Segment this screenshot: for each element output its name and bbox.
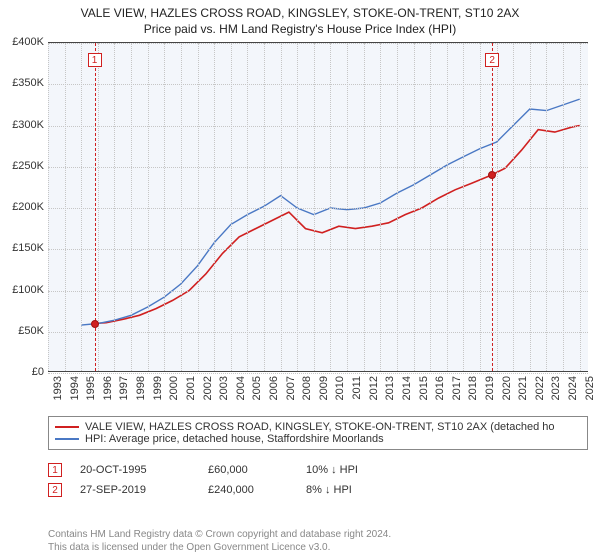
event-badge: 1 [88,53,102,67]
x-axis-label: 2001 [185,376,197,400]
sales-table: 1 20-OCT-1995 £60,000 10% ↓ HPI 2 27-SEP… [48,460,588,500]
x-axis-label: 2015 [418,376,430,400]
titles: VALE VIEW, HAZLES CROSS ROAD, KINGSLEY, … [0,0,600,36]
x-axis-label: 1995 [85,376,97,400]
x-axis-label: 2016 [434,376,446,400]
x-axis-label: 2012 [368,376,380,400]
x-axis-label: 2003 [218,376,230,400]
y-axis-label: £150K [12,242,44,254]
sale-date: 27-SEP-2019 [80,484,190,496]
x-axis-label: 2009 [318,376,330,400]
legend: VALE VIEW, HAZLES CROSS ROAD, KINGSLEY, … [48,416,588,450]
footer-line: This data is licensed under the Open Gov… [48,541,391,554]
footer: Contains HM Land Registry data © Crown c… [48,528,391,554]
y-axis-label: £250K [12,160,44,172]
y-axis-label: £0 [32,366,44,378]
x-axis-label: 2005 [251,376,263,400]
title-subtitle: Price paid vs. HM Land Registry's House … [0,22,600,36]
x-axis-label: 2018 [467,376,479,400]
sale-delta: 10% ↓ HPI [306,464,426,476]
title-address: VALE VIEW, HAZLES CROSS ROAD, KINGSLEY, … [0,6,600,20]
sale-badge: 1 [48,463,62,477]
sale-badge: 2 [48,483,62,497]
x-axis-label: 2020 [501,376,513,400]
event-marker [91,320,99,328]
event-marker [488,171,496,179]
x-axis-label: 2019 [484,376,496,400]
x-axis-label: 2011 [351,376,363,400]
y-axis-label: £350K [12,77,44,89]
y-axis-label: £300K [12,119,44,131]
x-axis-label: 1998 [135,376,147,400]
x-axis-label: 2006 [268,376,280,400]
table-row: 2 27-SEP-2019 £240,000 8% ↓ HPI [48,480,588,500]
y-axis-label: £100K [12,284,44,296]
x-axis-label: 2000 [168,376,180,400]
x-axis-label: 1996 [102,376,114,400]
event-line [492,43,493,371]
x-axis-label: 2004 [235,376,247,400]
x-axis-label: 2017 [451,376,463,400]
legend-swatch [55,426,79,428]
x-axis-label: 2007 [285,376,297,400]
x-axis-label: 2023 [550,376,562,400]
x-axis-label: 2013 [384,376,396,400]
chart-area: 12 £0£50K£100K£150K£200K£250K£300K£350K£… [48,42,588,392]
y-axis-label: £50K [18,325,44,337]
sale-delta: 8% ↓ HPI [306,484,426,496]
x-axis-label: 2024 [567,376,579,400]
legend-item: VALE VIEW, HAZLES CROSS ROAD, KINGSLEY, … [55,421,581,433]
legend-label: VALE VIEW, HAZLES CROSS ROAD, KINGSLEY, … [85,421,555,433]
x-axis-label: 1997 [118,376,130,400]
legend-item: HPI: Average price, detached house, Staf… [55,433,581,445]
plot-area: 12 [48,42,588,372]
legend-label: HPI: Average price, detached house, Staf… [85,433,384,445]
footer-line: Contains HM Land Registry data © Crown c… [48,528,391,541]
x-axis-label: 1999 [152,376,164,400]
sale-date: 20-OCT-1995 [80,464,190,476]
x-axis-label: 2002 [202,376,214,400]
table-row: 1 20-OCT-1995 £60,000 10% ↓ HPI [48,460,588,480]
y-axis-label: £200K [12,201,44,213]
legend-swatch [55,438,79,440]
x-axis-label: 2008 [301,376,313,400]
x-axis-label: 2021 [517,376,529,400]
x-axis-label: 2010 [334,376,346,400]
x-axis-label: 2025 [584,376,596,400]
sale-price: £240,000 [208,484,288,496]
sale-price: £60,000 [208,464,288,476]
chart-container: VALE VIEW, HAZLES CROSS ROAD, KINGSLEY, … [0,0,600,560]
x-axis-label: 2014 [401,376,413,400]
x-axis-label: 1993 [52,376,64,400]
x-axis-label: 1994 [69,376,81,400]
x-axis-label: 2022 [534,376,546,400]
event-badge: 2 [485,53,499,67]
y-axis-label: £400K [12,36,44,48]
